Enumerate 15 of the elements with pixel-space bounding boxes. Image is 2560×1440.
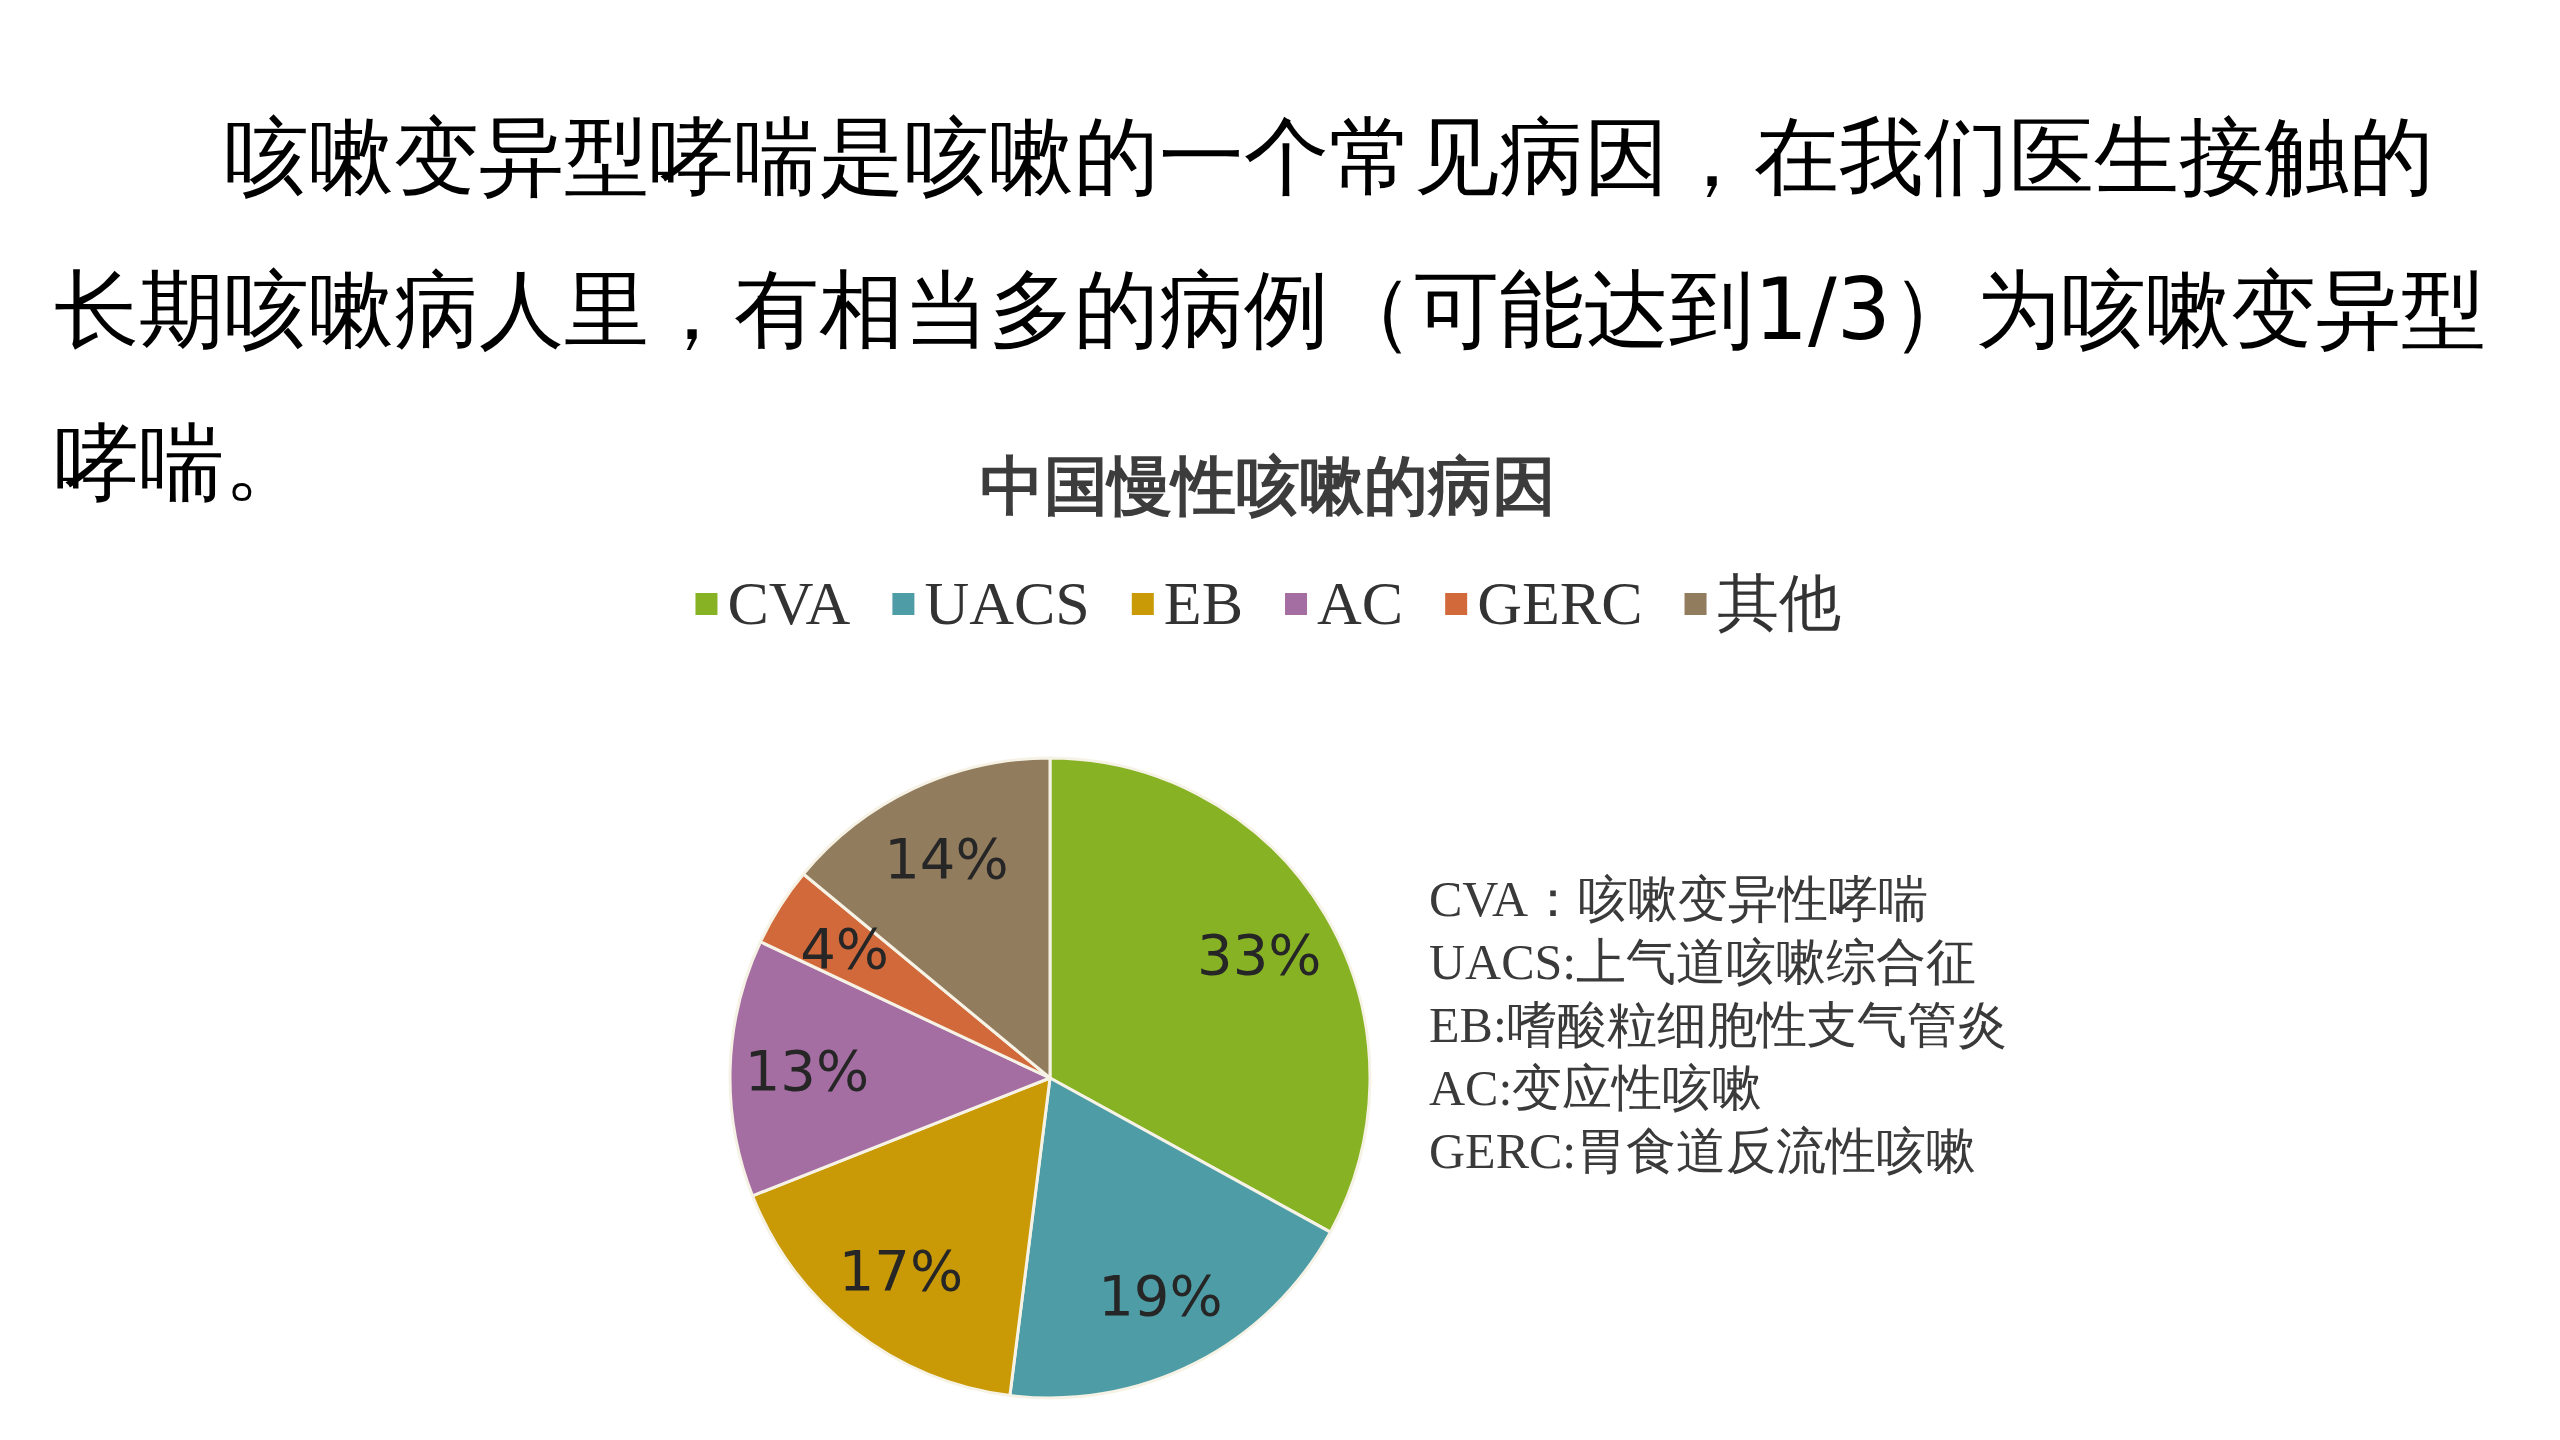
annotation: CVA：咳嗽变异性哮喘: [1429, 871, 1929, 927]
title: 中国慢性咳嗽的病因: [980, 449, 1556, 523]
legend-label: GERC: [1477, 569, 1643, 637]
legend-label: CVA: [727, 569, 851, 637]
annotation: 哮喘。: [54, 413, 309, 512]
legend-label: UACS: [924, 569, 1090, 637]
legend-label: AC: [1317, 569, 1404, 637]
legend-label: 其他: [1716, 569, 1841, 637]
legend-label: EB: [1163, 569, 1243, 637]
annotation: UACS:上气道咳嗽综合征: [1429, 934, 1977, 990]
annotation: 咳嗽变异型哮喘是咳嗽的一个常见病因，在我们医生接触的: [224, 107, 2434, 206]
annotation: 长期咳嗽病人里，有相当多的病例（可能达到1/3）为咳嗽变异型: [54, 260, 2486, 359]
annotation: EB:嗜酸粒细胞性支气管炎: [1429, 997, 2007, 1053]
annotation: AC:变应性咳嗽: [1429, 1060, 1763, 1116]
annotation: GERC:胃食道反流性咳嗽: [1429, 1123, 1977, 1179]
